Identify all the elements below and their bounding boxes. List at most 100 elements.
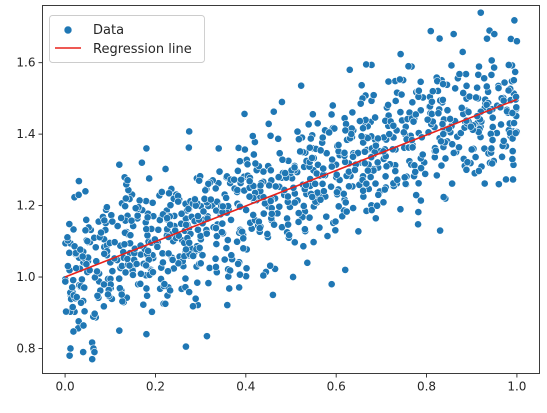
data-point [255,217,263,226]
data-point [504,86,513,95]
data-point [243,160,252,169]
data-point [316,195,325,204]
data-point [371,179,380,188]
data-point [123,255,132,263]
data-point [142,225,151,234]
data-point [437,137,445,146]
data-point [500,78,509,87]
data-point [417,164,425,172]
data-point [135,196,144,205]
data-point [303,258,312,267]
data-point [488,123,497,131]
data-point [474,167,483,175]
data-point [249,150,258,159]
data-point [164,249,173,258]
data-point [174,259,183,268]
data-point [184,204,193,213]
data-point [349,204,357,212]
data-point [325,128,334,137]
data-point [314,160,322,169]
data-point [245,177,254,186]
data-point [293,127,302,136]
data-point [238,227,247,236]
data-point [371,113,379,122]
data-point [322,212,331,221]
data-point [381,172,390,181]
data-point [63,233,72,242]
data-point [449,149,458,157]
data-point [508,147,517,155]
y-tick-label: 1.4 [16,127,35,141]
data-point [447,61,456,70]
data-point [159,258,167,267]
data-point [212,240,221,248]
data-point [237,175,246,184]
data-point [316,146,325,155]
line-layer [64,98,518,278]
data-point [263,230,272,238]
data-point [396,108,405,116]
data-point [166,201,175,210]
data-point [319,187,328,196]
data-point [294,218,303,226]
data-point [72,264,81,273]
data-point [432,171,441,180]
data-point [438,120,447,128]
data-point [157,188,166,196]
data-point [385,130,394,138]
data-point [301,225,309,234]
data-point [409,117,418,126]
x-axis: 0.0 0.2 0.4 0.6 0.8 1.0 [56,373,526,394]
data-point [487,71,496,79]
data-point [359,186,367,195]
data-point [82,216,91,224]
data-point [384,101,392,109]
data-point [177,209,186,218]
data-point [404,62,413,71]
data-point [411,110,420,119]
data-point [499,137,508,145]
data-point [75,177,83,185]
x-tick-label: 0.4 [236,380,255,394]
data-point [312,169,321,178]
data-point [79,348,88,356]
data-point [482,100,491,109]
data-point [382,162,391,171]
data-point [64,262,72,270]
data-point [222,193,230,202]
data-point [345,65,354,74]
data-point [236,157,244,166]
data-point [205,264,214,272]
data-point [79,321,88,330]
data-point [393,175,402,184]
data-point [391,97,400,105]
data-point [201,186,210,195]
data-point [196,259,205,268]
data-point [399,128,408,137]
data-point [423,115,432,124]
data-point [100,280,108,289]
data-point [136,279,145,288]
data-point [104,290,112,299]
data-point [437,161,446,170]
legend-data-marker [63,25,73,35]
data-point [182,342,190,351]
data-point [181,274,190,283]
data-point [129,271,137,279]
data-point [309,238,318,246]
data-point [113,222,122,230]
data-point [193,278,202,287]
data-point [412,191,421,199]
data-point [483,34,491,43]
data-point [511,129,520,137]
data-point [100,302,108,311]
data-point [108,217,117,226]
data-point [331,217,340,226]
data-point [267,209,276,218]
data-point [408,98,417,107]
data-point [356,117,364,125]
data-point [305,213,314,222]
data-point [108,267,117,275]
data-point [345,182,353,191]
